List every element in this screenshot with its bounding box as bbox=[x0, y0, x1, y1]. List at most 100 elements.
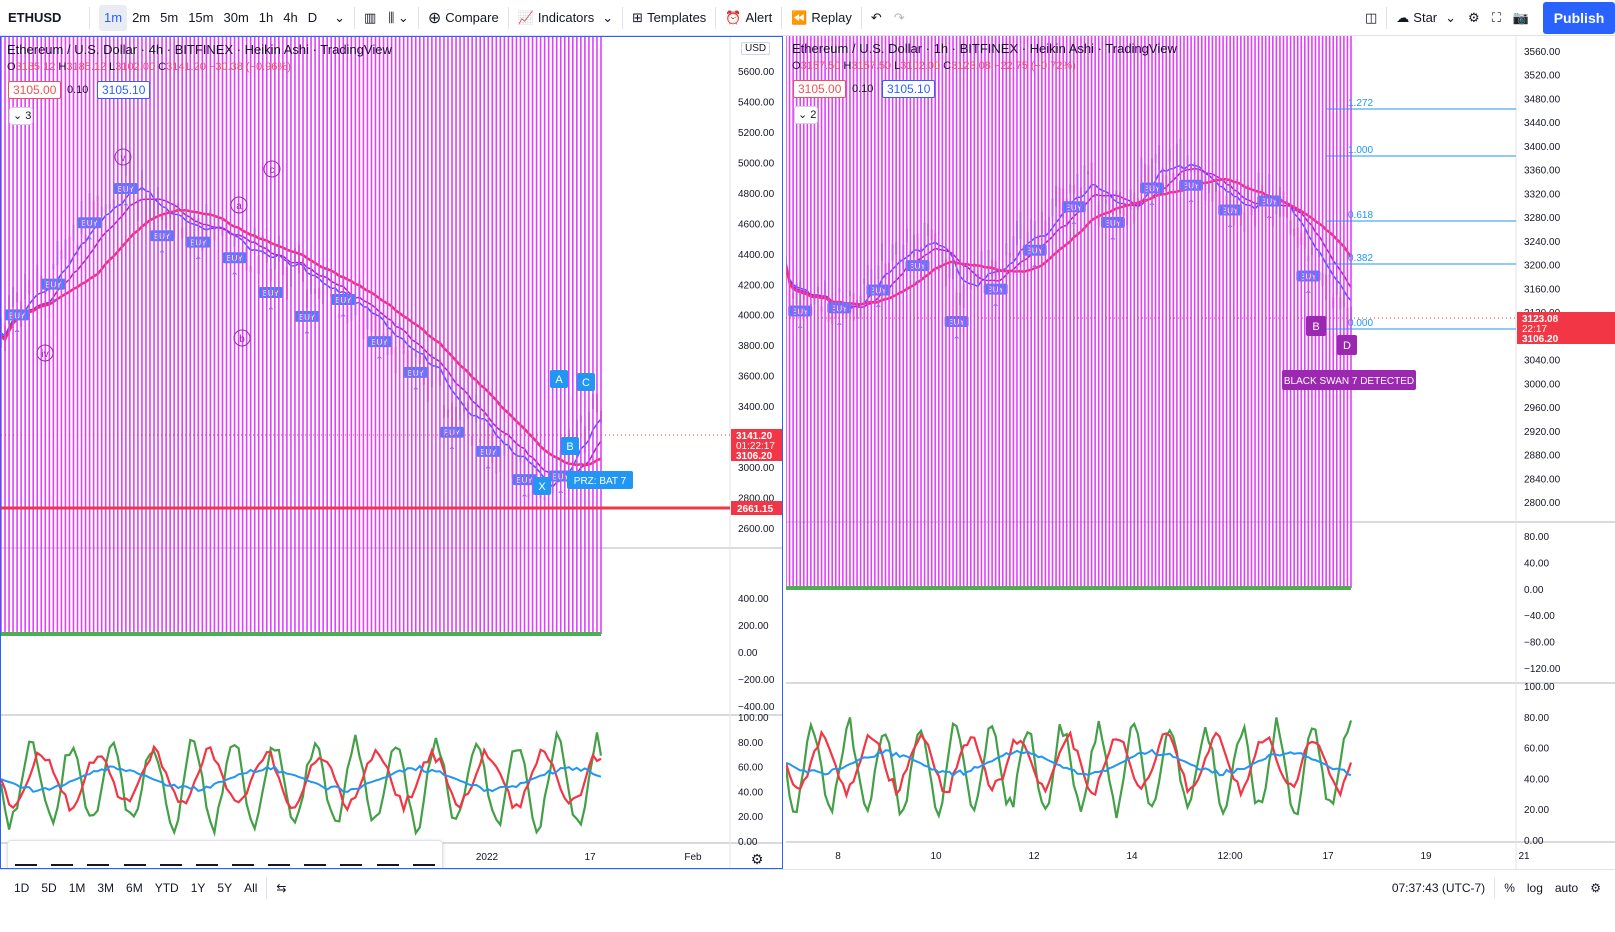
right-chart-canvas[interactable]: 3560.00 3520.00 3480.00 3440.00 3400.00 3360.… bbox=[786, 36, 1615, 869]
replay-button[interactable]: ⏪ Replay bbox=[785, 0, 858, 36]
gear-icon: ⚙ bbox=[751, 852, 764, 868]
harmonic-point-badge bbox=[550, 370, 568, 388]
percent-toggle[interactable]: % bbox=[1504, 880, 1515, 895]
range-6m[interactable]: 6M bbox=[126, 880, 143, 895]
range-3m[interactable]: 3M bbox=[97, 880, 115, 895]
indicators-collapse-button[interactable]: ⌄ 3 bbox=[9, 107, 33, 125]
range-1d[interactable]: 1D bbox=[14, 880, 30, 895]
elliott-wave-label: a bbox=[236, 201, 242, 212]
left-chart-canvas[interactable]: 5600.00 5400.00 5200.00 5000.00 4800.00 4600.… bbox=[1, 37, 783, 869]
price-tick-label: 2960.00 bbox=[1524, 403, 1561, 414]
redo-icon[interactable]: ↷ bbox=[893, 9, 905, 25]
price-tick-label: 3480.00 bbox=[1524, 94, 1561, 105]
right-chart-pane[interactable]: 3560.00 3520.00 3480.00 3440.00 3400.00 3360.… bbox=[786, 36, 1615, 869]
elliott-wave-circle bbox=[233, 329, 251, 347]
divider bbox=[860, 6, 862, 29]
timeframe-4h[interactable]: 4h bbox=[283, 10, 298, 25]
elliott-wave-circle bbox=[114, 148, 132, 166]
indicators-collapse-button[interactable]: ⌄ 2 bbox=[794, 106, 818, 124]
candle-style-icon[interactable]: ⫼ ⌄ bbox=[388, 9, 409, 25]
bars-tool-icon[interactable] bbox=[232, 848, 255, 866]
range-1y[interactable]: 1Y bbox=[190, 880, 206, 895]
gear-icon[interactable]: ⚙ bbox=[1590, 880, 1601, 895]
wave-tool-icon[interactable] bbox=[87, 848, 110, 866]
alert-label: Alert bbox=[745, 10, 773, 25]
range-ytd[interactable]: YTD bbox=[154, 880, 179, 895]
time-tick-label: 14 bbox=[1126, 851, 1138, 862]
price-tick-label: 3000.00 bbox=[738, 463, 775, 474]
log-toggle[interactable]: log bbox=[1526, 880, 1543, 895]
alert-button[interactable]: ⏰ Alert bbox=[719, 0, 778, 36]
layout-icon[interactable]: ◫ bbox=[1365, 9, 1378, 25]
divider bbox=[1494, 876, 1496, 899]
pitchfork-tool-icon[interactable] bbox=[123, 848, 146, 866]
rsi-tick-label: 80.00 bbox=[738, 738, 763, 749]
range-1m[interactable]: 1M bbox=[68, 880, 86, 895]
indicators-button[interactable]: 📈 Indicators ⌄ bbox=[512, 0, 619, 36]
timeframe-dropdown-icon[interactable]: ⌄ bbox=[334, 9, 346, 25]
sell-price-button[interactable]: 3105.00 bbox=[8, 81, 62, 99]
chevron-down-icon: ⌄ bbox=[13, 110, 23, 122]
abcd-tool-icon[interactable] bbox=[51, 848, 74, 866]
templates-button[interactable]: ⊞ Templates bbox=[626, 0, 712, 36]
divider bbox=[1386, 6, 1388, 29]
time-tick-label: 12 bbox=[1028, 851, 1040, 862]
line-tool-icon[interactable] bbox=[195, 848, 218, 866]
auto-toggle[interactable]: auto bbox=[1554, 880, 1579, 895]
price-tick-label: 5200.00 bbox=[738, 128, 775, 139]
time-tick-label: 17 bbox=[584, 852, 596, 863]
buy-price-button[interactable]: 3105.10 bbox=[882, 80, 936, 98]
left-chart-pane[interactable]: 5600.00 5400.00 5200.00 5000.00 4800.00 4600.… bbox=[0, 36, 783, 869]
low-price-label: 3106.20 bbox=[1522, 334, 1559, 345]
ohlc-close: 3123.08 bbox=[951, 60, 991, 72]
timeframe-1h[interactable]: 1h bbox=[258, 10, 274, 25]
gann-tool-icon[interactable] bbox=[376, 848, 399, 866]
range-5y[interactable]: 5Y bbox=[217, 880, 233, 895]
fullscreen-icon[interactable]: ⛶ bbox=[1491, 9, 1501, 25]
harmonic-point-badge bbox=[561, 437, 579, 455]
fan-tool-icon[interactable] bbox=[412, 848, 435, 866]
timeframe-D[interactable]: D bbox=[307, 10, 318, 25]
calendar-range-icon[interactable]: ⇆ bbox=[276, 880, 287, 895]
clock-readout[interactable]: 07:37:43 (UTC-7) bbox=[1391, 880, 1486, 895]
price-tick-label: 5000.00 bbox=[738, 158, 775, 169]
star-button[interactable]: ☁ Star ⌄ bbox=[1390, 0, 1462, 36]
camera-icon[interactable]: 📷 bbox=[1512, 9, 1529, 25]
timeframe-5m[interactable]: 5m bbox=[160, 10, 179, 25]
last-price-label: 3123.08 bbox=[1522, 314, 1559, 325]
ray-tool-icon[interactable] bbox=[268, 848, 291, 866]
elliott-wave-circle bbox=[263, 160, 281, 178]
alarm-icon: ⏰ bbox=[725, 9, 742, 25]
lines-tool-icon[interactable] bbox=[15, 848, 38, 866]
price-tick-label: 3520.00 bbox=[1524, 71, 1561, 82]
time-tick-label: 10 bbox=[930, 851, 942, 862]
bar-style-icon[interactable]: ▥ bbox=[364, 9, 377, 25]
divider bbox=[507, 6, 509, 29]
harmonic-point-badge bbox=[1306, 316, 1326, 336]
time-tick-label: 8 bbox=[835, 851, 841, 862]
compare-button[interactable]: ⊕ Compare bbox=[422, 0, 505, 36]
sell-price-button[interactable]: 3105.00 bbox=[793, 80, 847, 98]
undo-icon[interactable]: ↶ bbox=[870, 9, 882, 25]
price-tick-label: 3440.00 bbox=[1524, 118, 1561, 129]
timeframe-1m[interactable]: 1m bbox=[99, 4, 128, 31]
countdown-label: 01:22:17 bbox=[736, 441, 775, 452]
timeframe-30m[interactable]: 30m bbox=[223, 10, 249, 25]
timeframe-15m[interactable]: 15m bbox=[188, 10, 214, 25]
range-all[interactable]: All bbox=[244, 880, 258, 895]
spiral-tool-icon[interactable] bbox=[340, 848, 363, 866]
buy-price-button[interactable]: 3105.10 bbox=[97, 81, 151, 99]
currency-select[interactable]: USD bbox=[741, 42, 771, 55]
publish-button[interactable]: Publish bbox=[1543, 2, 1615, 34]
time-tick-label: 21 bbox=[1518, 851, 1530, 862]
symbol-search[interactable]: ETHUSD bbox=[8, 10, 62, 25]
xabcd-tool-icon[interactable] bbox=[304, 848, 327, 866]
gear-icon[interactable]: ⚙ bbox=[1468, 9, 1480, 25]
osc-tick-label: −120.00 bbox=[1524, 664, 1561, 675]
top-toolbar: ETHUSD 1m 2m 5m 15m 30m 1h 4h D ⌄ ▥ ⫼ ⌄ ⊕ Compar… bbox=[0, 0, 1615, 36]
fib-tool-icon[interactable] bbox=[159, 848, 182, 866]
range-5d[interactable]: 5D bbox=[41, 880, 57, 895]
fib-level-label: 0.382 bbox=[1348, 253, 1373, 264]
timeframe-2m[interactable]: 2m bbox=[132, 10, 151, 25]
price-tick-label: 2920.00 bbox=[1524, 427, 1561, 438]
